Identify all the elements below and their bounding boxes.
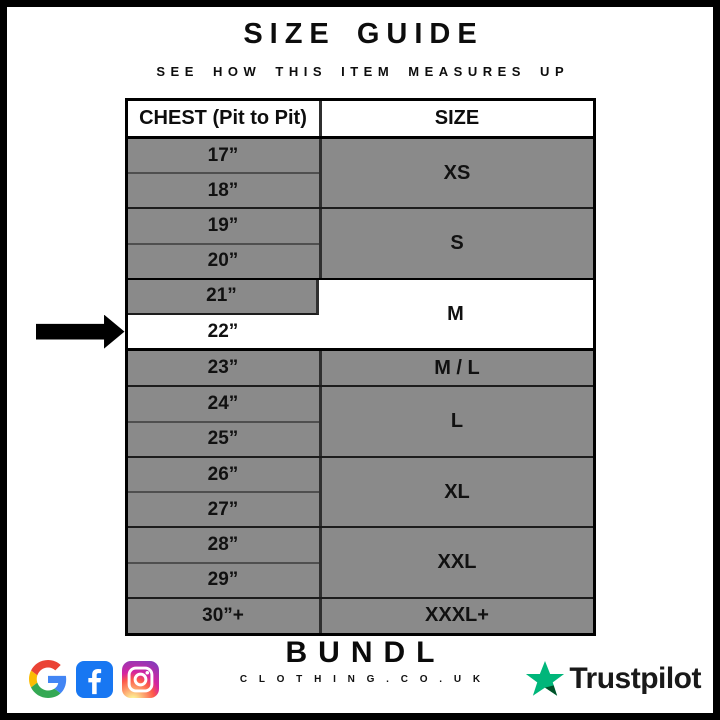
trustpilot-logo: Trustpilot xyxy=(524,658,701,700)
chest-cell: 23” xyxy=(127,351,319,386)
chest-cell: 22” xyxy=(35,314,319,349)
size-group-xxl: 28” 29” XXL xyxy=(127,526,593,597)
size-group-xl: 26” 27” XL xyxy=(127,455,593,527)
chest-cell: 25” xyxy=(127,420,319,456)
chest-cell: 24” xyxy=(127,387,319,421)
size-group-ml: 23” M / L xyxy=(127,351,593,386)
size-group-m: 21” 22” M xyxy=(35,277,593,352)
chest-column-header: CHEST (Pit to Pit) xyxy=(128,101,322,136)
chest-cell: 27” xyxy=(127,491,319,527)
chest-column: 30”+ xyxy=(127,598,322,633)
chest-cell: 28” xyxy=(127,528,319,562)
chest-cell: 19” xyxy=(127,209,319,243)
table-header-row: CHEST (Pit to Pit) SIZE xyxy=(127,101,593,139)
google-icon xyxy=(29,660,67,698)
trustpilot-star-icon xyxy=(524,658,566,700)
size-table-body: 17” 18” XS 19” 20” S 21” 22” M 23” M / L 24” 25” L 26”… xyxy=(35,139,593,633)
size-cell: S xyxy=(321,209,593,278)
chest-column: 19” 20” xyxy=(127,209,322,278)
size-cell: XL xyxy=(321,457,593,527)
trustpilot-label: Trustpilot xyxy=(569,662,701,695)
brand-name: BUNDL xyxy=(285,636,446,669)
brand-logo: BUNDL C L O T H I N G . C O . U K xyxy=(235,636,485,686)
size-cell: M / L xyxy=(321,351,593,386)
size-cell: XXXL+ xyxy=(321,598,593,633)
size-group-xxxl+: 30”+ XXXL+ xyxy=(127,596,593,633)
size-cell: L xyxy=(321,387,593,456)
size-group-xs: 17” 18” XS xyxy=(127,139,593,208)
size-guide-table: CHEST (Pit to Pit) SIZE 17” 18” XS 19” 20” S 2… xyxy=(35,98,596,636)
chest-cell: 18” xyxy=(127,172,319,208)
facebook-icon xyxy=(76,660,113,698)
chest-cell: 30”+ xyxy=(127,598,319,633)
brand-domain: C L O T H I N G . C O . U K xyxy=(239,674,485,685)
size-cell: XXL xyxy=(321,528,593,597)
instagram-icon xyxy=(122,660,159,698)
size-group-l: 24” 25” L xyxy=(127,385,593,456)
chest-cell: 17” xyxy=(127,139,319,173)
chest-column: 24” 25” xyxy=(127,387,322,456)
chest-column: 28” 29” xyxy=(127,528,322,597)
page-title: SIZE GUIDE xyxy=(243,18,484,50)
size-cell: M xyxy=(318,279,593,349)
chest-cell: 29” xyxy=(127,561,319,597)
chest-column: 23” xyxy=(127,351,322,386)
chest-column: 17” 18” xyxy=(127,139,322,208)
size-cell: XS xyxy=(321,139,593,208)
social-icons xyxy=(29,660,159,698)
chest-cell: 20” xyxy=(127,242,319,278)
chest-column: 26” 27” xyxy=(127,457,322,527)
chest-cell: 26” xyxy=(127,457,319,492)
current-size-arrow-icon xyxy=(35,314,125,349)
chest-column: 21” 22” xyxy=(35,279,319,349)
size-group-s: 19” 20” S xyxy=(127,207,593,278)
size-column-header: SIZE xyxy=(434,107,480,129)
chest-cell: 21” xyxy=(127,279,319,316)
page-subtitle: SEE HOW THIS ITEM MEASURES UP xyxy=(156,64,570,79)
header: SIZE GUIDE SEE HOW THIS ITEM MEASURES UP xyxy=(7,18,713,79)
